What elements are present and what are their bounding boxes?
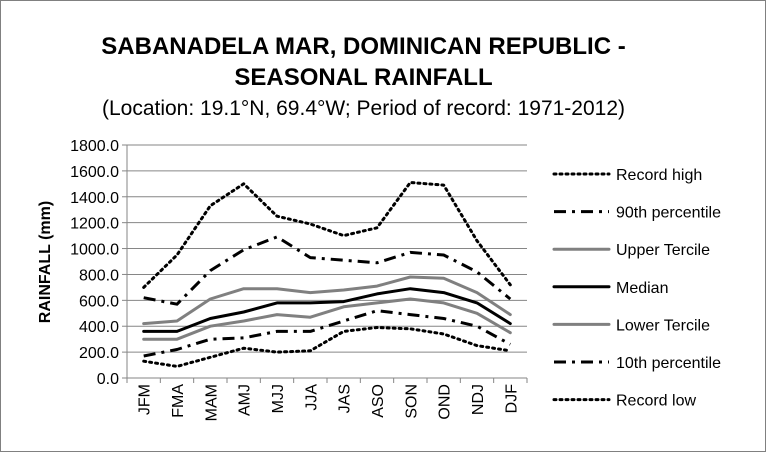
legend-label: 90th percentile [616,205,721,222]
y-axis-label: RAINFALL (mm) [37,201,54,323]
x-tick-label: FMA [170,384,187,418]
series-line [143,235,512,306]
series-lines [142,181,512,368]
x-tick-label: JJA [303,384,320,411]
y-tick-label: 1800.0 [70,138,119,155]
legend-label: 10th percentile [616,355,721,372]
x-tick-label: MJJ [270,384,287,413]
x-tick-label: MAM [203,384,220,421]
x-tick-label: JFM [137,384,154,415]
y-tick-label: 1000.0 [70,242,119,259]
x-tick-label: AMJ [237,384,254,416]
x-tick-label: JAS [337,384,354,413]
y-tick-label: 600.0 [79,293,119,310]
y-tick-label: 0.0 [97,371,119,388]
y-tick-label: 1400.0 [70,190,119,207]
x-tick-label: DJF [503,384,520,414]
y-tick-label: 200.0 [79,345,119,362]
x-tick-label: SON [403,384,420,419]
series-line [142,326,512,368]
series-line [142,181,512,289]
legend-label: Lower Tercile [616,317,710,334]
y-tick-label: 800.0 [79,267,119,284]
legend-label: Record high [616,167,702,184]
chart-subtitle: (Location: 19.1°N, 69.4°W; Period of rec… [101,97,626,120]
legend-label: Upper Tercile [616,242,710,259]
x-tick-label: NDJ [470,384,487,415]
legend-label: Median [616,280,668,297]
gridlines [127,144,527,353]
series-line [142,275,512,326]
legend: Record high 90th percentile Upper Tercile M… [552,167,721,410]
y-tick-label: 1600.0 [70,164,119,181]
x-tick-label: ASO [370,384,387,418]
title-block: SABANADELA MAR, DOMINICAN REPUBLIC - SEA… [1,31,726,124]
legend-label: Record low [616,393,696,410]
series-line [142,287,512,333]
x-tick-label: OND [437,384,454,420]
series-line [142,297,512,341]
y-tick-label: 1200.0 [70,216,119,233]
axes: 0.0 200.0 400.0 600.0 800.0 1000.0 1200.0 1400.… [70,138,528,421]
chart-title-line-2: SEASONAL RAINFALL [234,64,493,91]
series-line [143,309,512,358]
y-tick-label: 400.0 [79,319,119,336]
chart-title: SABANADELA MAR, DOMINICAN REPUBLIC - [101,33,626,60]
